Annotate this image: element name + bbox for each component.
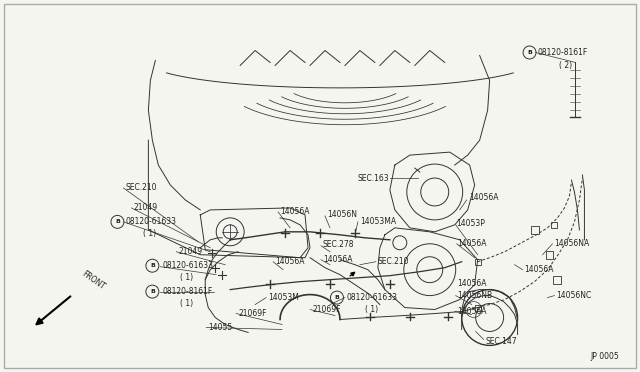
Text: 14056A: 14056A: [458, 279, 487, 288]
Bar: [552, 222, 557, 228]
Text: 08120-61633: 08120-61633: [163, 261, 213, 270]
Text: ( 1): ( 1): [180, 299, 193, 308]
Text: 14053MA: 14053MA: [360, 217, 396, 227]
Text: 08120-8161F: 08120-8161F: [163, 287, 212, 296]
Text: 14055: 14055: [208, 323, 232, 332]
Text: 08120-61633: 08120-61633: [347, 293, 398, 302]
Text: B: B: [150, 263, 155, 268]
Text: SEC.163: SEC.163: [358, 173, 390, 183]
Bar: [554, 276, 561, 283]
Text: JP 0005: JP 0005: [591, 352, 620, 361]
Text: B: B: [335, 295, 339, 300]
Text: 14053P: 14053P: [457, 219, 486, 228]
Text: 21069F: 21069F: [312, 305, 340, 314]
Text: 14056NB: 14056NB: [458, 291, 493, 300]
Text: 08120-8161F: 08120-8161F: [538, 48, 588, 57]
Text: 14056A: 14056A: [458, 307, 487, 316]
Text: 14056A: 14056A: [275, 257, 305, 266]
Text: 14053M: 14053M: [268, 293, 299, 302]
Text: ( 1): ( 1): [365, 305, 378, 314]
Text: FRONT: FRONT: [81, 269, 107, 292]
Text: B: B: [150, 289, 155, 294]
Text: 14056A: 14056A: [280, 208, 310, 217]
Text: 14056A: 14056A: [525, 265, 554, 274]
Text: 14056NA: 14056NA: [554, 239, 589, 248]
Bar: [545, 251, 554, 259]
Bar: [475, 305, 481, 311]
Text: 14056N: 14056N: [327, 211, 357, 219]
Text: 14056A: 14056A: [323, 255, 353, 264]
Bar: [475, 259, 481, 265]
Text: ( 1): ( 1): [143, 229, 157, 238]
Text: B: B: [527, 50, 532, 55]
Text: SEC.210: SEC.210: [378, 257, 410, 266]
Text: SEC.210: SEC.210: [125, 183, 157, 192]
Text: B: B: [115, 219, 120, 224]
Text: 21049: 21049: [133, 203, 157, 212]
Text: SEC.278: SEC.278: [323, 240, 355, 249]
Text: 14056A: 14056A: [470, 193, 499, 202]
Text: ( 1): ( 1): [180, 273, 193, 282]
Text: 14056A: 14056A: [458, 239, 487, 248]
Text: 21049: 21049: [179, 247, 202, 256]
Text: ( 2): ( 2): [559, 61, 573, 70]
Text: 21069F: 21069F: [238, 309, 267, 318]
Text: 14056NC: 14056NC: [557, 291, 592, 300]
Text: 08120-61633: 08120-61633: [125, 217, 177, 227]
Bar: [531, 226, 538, 234]
Text: SEC.147: SEC.147: [486, 337, 517, 346]
